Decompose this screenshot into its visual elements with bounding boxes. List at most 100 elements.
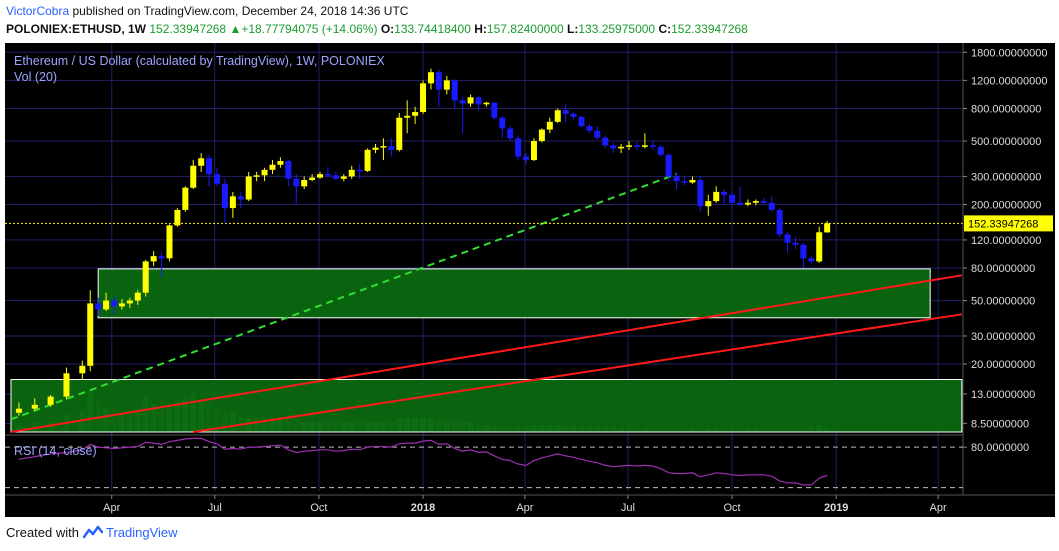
candle-body [459, 100, 466, 104]
high-label: H: [474, 22, 487, 36]
candle-body [317, 174, 324, 178]
candle-body [515, 138, 522, 157]
chart-title-legend: Ethereum / US Dollar (calculated by Trad… [14, 54, 385, 68]
time-tick-label: Apr [516, 502, 533, 514]
candle-body [594, 130, 601, 138]
candle-body [713, 191, 720, 202]
candle-body [657, 146, 664, 155]
candle-body [776, 209, 783, 235]
candle-body [824, 223, 831, 233]
last-price-label: 152.33947268 [968, 218, 1038, 230]
candle-body [729, 194, 736, 203]
chart-panel[interactable]: 1800.00000000 1200.00000000 800.00000000 50… [5, 43, 1055, 517]
candle-body [182, 187, 189, 210]
candle-body [206, 158, 213, 175]
last-price-tag [964, 215, 1053, 232]
candle-body [681, 181, 688, 183]
candle-body [816, 232, 823, 262]
candle-body [491, 102, 498, 118]
candle-body [673, 176, 680, 182]
trendline-red-2 [193, 313, 963, 433]
candle-body [800, 244, 807, 259]
candle-body [768, 202, 775, 210]
candle-body [348, 169, 355, 177]
price-tick-label: 50.00000000 [971, 296, 1035, 308]
candle-body [412, 112, 419, 116]
candle-body [142, 261, 149, 293]
candle-body [380, 146, 387, 148]
up-triangle-icon: ▲ [229, 22, 242, 36]
candle-body [253, 175, 260, 177]
time-tick-label: Oct [310, 502, 327, 514]
created-with-text: Created with [6, 525, 79, 540]
candle-body [261, 169, 268, 176]
candle-body [118, 303, 125, 307]
candle-body [293, 178, 300, 187]
candle-body [396, 117, 403, 150]
time-tick-label: Jul [621, 502, 635, 514]
candle-body [649, 145, 656, 147]
candle-body [324, 174, 331, 176]
candle-body [237, 196, 244, 200]
candle-body [134, 292, 141, 301]
candle-body [752, 201, 759, 203]
open-label: O: [380, 22, 395, 36]
candle-body [277, 160, 284, 165]
candle-body [166, 225, 173, 259]
candle-body [404, 115, 411, 118]
price-chart[interactable]: 1800.00000000 1200.00000000 800.00000000 50… [5, 43, 1055, 517]
candle-body [760, 201, 767, 203]
candle-body [736, 202, 743, 205]
price-tick-label: 80.00000000 [971, 263, 1035, 275]
low-label: L: [567, 22, 579, 36]
candle-body [618, 146, 625, 149]
candle-body [721, 191, 728, 195]
price-value: 152.33947268 [149, 22, 227, 36]
candle-body [665, 154, 672, 177]
open-value: 133.74418400 [394, 22, 471, 36]
high-value: 157.82400000 [486, 22, 564, 36]
candle-body [451, 80, 458, 101]
candle-body [744, 202, 751, 205]
time-tick-label: Apr [930, 502, 947, 514]
candle-body [808, 258, 815, 262]
candle-body [427, 72, 434, 84]
ohlc-bar: POLONIEX:ETHUSD, 1W 152.33947268 ▲+18.77… [6, 22, 748, 36]
candle-body [554, 110, 561, 122]
low-value: 133.25975000 [578, 22, 656, 36]
tradingview-logo-icon [82, 525, 104, 542]
candle-body [285, 160, 292, 179]
published-text: published on TradingView.com, December 2… [72, 4, 409, 18]
rsi-legend: RSI (14, close) [14, 444, 97, 458]
author-link[interactable]: VictorCobra [6, 4, 70, 18]
tradingview-brand[interactable]: TradingView [105, 525, 178, 540]
price-tick-label: 200.00000000 [971, 200, 1041, 212]
candle-body [174, 209, 181, 226]
candle-body [602, 137, 609, 146]
close-value: 152.33947268 [671, 22, 748, 36]
candle-body [87, 303, 94, 366]
candle-body [523, 156, 530, 161]
time-tick-label: 2018 [411, 502, 435, 514]
candle-body [269, 164, 276, 170]
candle-body [443, 80, 450, 90]
candle-body [150, 256, 157, 262]
candle-body [610, 145, 617, 149]
candle-body [111, 300, 118, 307]
price-tick-label: 13.00000000 [971, 389, 1035, 401]
candle-body [31, 404, 38, 409]
footer: Created with TradingView [6, 525, 178, 542]
candle-body [356, 169, 363, 172]
candle-body [538, 129, 545, 142]
candle-body [372, 147, 379, 150]
candle-body [103, 300, 110, 310]
candle-body [198, 158, 205, 166]
candle-body [562, 110, 569, 114]
candle-body [483, 102, 490, 105]
price-tick-label: 800.00000000 [971, 103, 1041, 115]
candle-body [364, 149, 371, 171]
candle-body [546, 121, 553, 130]
candle-body [586, 126, 593, 131]
support-zone-0 [97, 268, 931, 319]
trendline-green-0 [10, 173, 677, 421]
